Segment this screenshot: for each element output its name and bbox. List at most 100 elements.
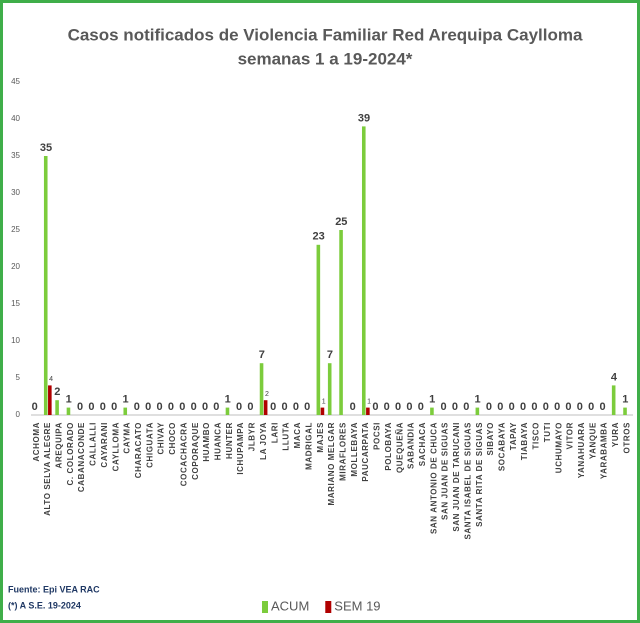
- bar: [66, 407, 71, 415]
- bar: [475, 407, 480, 415]
- value-label: 0: [509, 401, 515, 413]
- x-tick-label: SANTA RITA DE SIGUAS: [475, 422, 484, 527]
- x-tick-label: MACA: [293, 422, 302, 448]
- value-label: 0: [406, 401, 412, 413]
- value-label: 0: [191, 401, 197, 413]
- x-tick-label: TAPAY: [509, 422, 518, 450]
- x-tick-label: SAN JUAN DE SIGUAS: [441, 422, 450, 520]
- x-tick-label: SACHACA: [418, 422, 427, 466]
- y-tick-label: 45: [11, 77, 20, 86]
- x-tick-label: VITOR: [566, 422, 575, 449]
- value-label: 2: [265, 391, 269, 398]
- value-label: 0: [77, 401, 83, 413]
- value-label: 0: [350, 401, 356, 413]
- value-label: 0: [565, 401, 571, 413]
- legend-label: ACUM: [271, 598, 309, 613]
- y-tick-label: 0: [16, 410, 21, 419]
- x-tick-label: QUEQUEÑA: [395, 422, 404, 473]
- bar: [259, 363, 264, 415]
- y-tick-label: 30: [11, 188, 20, 197]
- source: Fuente: Epi VEA RAC: [8, 584, 100, 594]
- legend-swatch: [262, 601, 268, 613]
- x-tick-label: JLBYR: [248, 422, 257, 451]
- value-label: 0: [554, 401, 560, 413]
- bar: [316, 244, 321, 415]
- bar: [361, 126, 366, 416]
- value-label: 35: [40, 142, 52, 154]
- value-label: 0: [270, 401, 276, 413]
- x-tick-label: CHIVAY: [157, 422, 166, 455]
- bar: [327, 363, 332, 415]
- value-label: 0: [88, 401, 94, 413]
- x-tick-label: POLOBAYA: [384, 422, 393, 471]
- bar: [320, 407, 325, 415]
- value-label: 1: [322, 398, 326, 405]
- value-label: 0: [134, 401, 140, 413]
- x-tick-label: POCSI: [373, 422, 382, 450]
- value-label: 0: [372, 401, 378, 413]
- value-label: 0: [281, 401, 287, 413]
- bar: [48, 385, 52, 415]
- x-tick-label: HUANCA: [214, 422, 223, 460]
- x-tick-label: AREQUIPA: [55, 422, 64, 468]
- value-label: 0: [531, 401, 537, 413]
- value-label: 0: [599, 401, 605, 413]
- x-tick-label: SIBAYO: [486, 422, 495, 456]
- value-label: 0: [543, 401, 549, 413]
- x-tick-label: ACHOMA: [32, 422, 41, 462]
- x-tick-label: UCHUMAYO: [554, 422, 563, 473]
- x-tick-label: COCACHACRA: [179, 422, 188, 486]
- x-tick-label: HUAMBO: [202, 422, 211, 462]
- x-tick-label: CAYARANI: [100, 422, 109, 468]
- x-tick-label: MADRIGAL: [304, 422, 313, 470]
- x-tick-label: LLUTA: [282, 422, 291, 451]
- x-tick-label: LARI: [270, 422, 279, 443]
- x-tick-label: SAN ANTONIO DE CHUCA: [429, 422, 438, 534]
- value-label: 1: [66, 394, 72, 406]
- value-label: 0: [418, 401, 424, 413]
- bar: [225, 407, 230, 415]
- value-label: 0: [100, 401, 106, 413]
- y-tick-label: 10: [11, 336, 20, 345]
- legend-label: SEM 19: [334, 598, 380, 613]
- bar: [339, 230, 343, 415]
- x-tick-label: YURA: [611, 422, 620, 447]
- value-label: 1: [622, 394, 628, 406]
- value-label: 0: [452, 401, 458, 413]
- x-tick-label: ICHUPAMPA: [236, 422, 245, 475]
- x-tick-label: PAUCARPATA: [361, 422, 370, 482]
- x-tick-label: CAYMA: [123, 422, 132, 454]
- value-label: 0: [520, 401, 526, 413]
- x-tick-label: HUNTER: [225, 422, 234, 459]
- x-tick-label: SAN JUAN DE TARUCANI: [452, 422, 461, 532]
- chart-title: Casos notificados de Violencia Familiar …: [68, 25, 583, 44]
- x-tick-label: TUTI: [543, 422, 552, 442]
- bar: [123, 407, 128, 415]
- value-label: 0: [179, 401, 185, 413]
- legend-swatch: [325, 601, 332, 613]
- value-label: 23: [312, 231, 324, 243]
- value-label: 0: [293, 401, 299, 413]
- value-label: 1: [429, 394, 435, 406]
- x-tick-label: CHARACATO: [134, 422, 143, 478]
- x-tick-label: MIRAFLORES: [338, 422, 347, 481]
- x-tick-label: ALTO SELVA ALEGRE: [43, 422, 52, 516]
- y-tick-label: 25: [11, 225, 20, 234]
- value-label: 0: [395, 401, 401, 413]
- y-tick-label: 40: [11, 114, 20, 123]
- value-label: 0: [463, 401, 469, 413]
- bar: [55, 400, 59, 415]
- value-label: 0: [486, 401, 492, 413]
- bar: [43, 156, 48, 415]
- bar: [611, 385, 616, 415]
- x-tick-label: TIABAYA: [520, 422, 529, 460]
- value-label: 0: [440, 401, 446, 413]
- value-label: 0: [384, 401, 390, 413]
- value-label: 0: [577, 401, 583, 413]
- x-tick-label: MOLLEBAYA: [350, 422, 359, 477]
- x-tick-label: CHOCO: [168, 422, 177, 455]
- value-label: 0: [304, 401, 310, 413]
- value-label: 0: [247, 401, 253, 413]
- value-label: 4: [611, 371, 618, 383]
